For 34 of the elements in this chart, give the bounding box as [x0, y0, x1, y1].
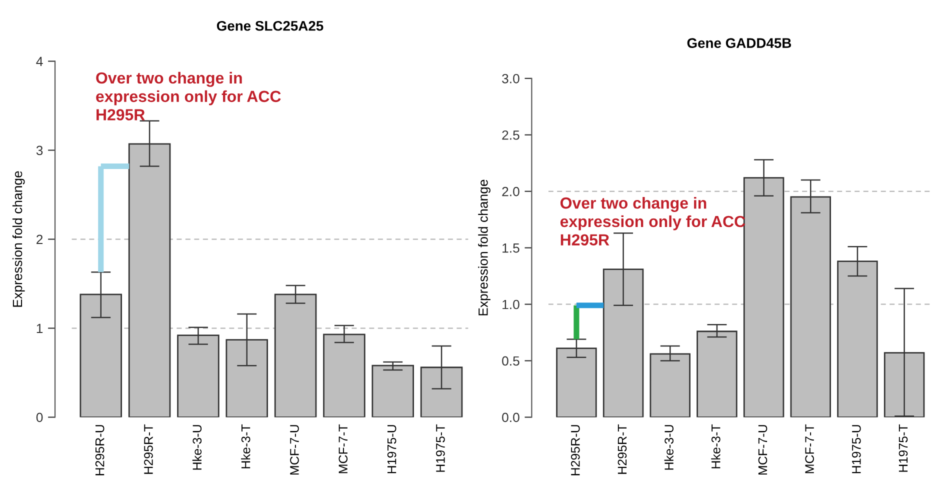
y-tick-label: 4	[36, 56, 43, 66]
x-tick-label: H1975-T	[898, 424, 908, 472]
x-tick-label: H295R-U	[95, 425, 104, 476]
x-tick-label: MCF-7-T	[338, 424, 348, 474]
x-tick-label: Hke-3-T	[241, 424, 250, 468]
y-tick-label: 3	[36, 146, 43, 156]
y-tick-label: 2	[36, 234, 43, 244]
y-tick-label: 0	[36, 412, 43, 422]
x-tick-label: H295R-T	[618, 424, 627, 474]
chart-title: Gene GADD45B	[687, 38, 792, 48]
y-tick-label: 0.0	[502, 412, 520, 422]
x-tick-label: MCF-7-T	[805, 424, 814, 474]
y-tick-label: 2.5	[502, 130, 520, 140]
y-tick-label: 0.5	[502, 356, 520, 366]
y-tick-label: 3.0	[502, 74, 520, 84]
y-tick-label: 1.5	[502, 244, 520, 253]
bar	[372, 364, 414, 418]
y-tick-label: 2.0	[502, 186, 520, 196]
x-tick-label: H295R-T	[144, 424, 153, 474]
annotation: Over two change in expression only for ACC H295R	[96, 72, 281, 120]
x-tick-label: Hke-3-U	[664, 425, 674, 470]
x-tick-label: MCF-7-U	[758, 425, 768, 475]
y-axis-title: Expression fold change	[478, 180, 490, 316]
x-tick-label: H1975-U	[387, 425, 396, 474]
x-tick-label: H295R-U	[570, 425, 580, 476]
y-axis-title: Expression fold change	[12, 171, 25, 307]
chart-title: Gene SLC25A25	[216, 20, 324, 31]
x-tick-label: H1975-T	[436, 424, 445, 472]
x-tick-label: Hke-3-U	[192, 425, 202, 470]
x-tick-label: Hke-3-T	[711, 424, 720, 468]
y-tick-label: 1	[36, 324, 43, 333]
x-tick-label: H1975-U	[852, 425, 861, 474]
y-tick-label: 1.0	[502, 300, 520, 310]
x-tick-label: MCF-7-U	[290, 425, 299, 475]
